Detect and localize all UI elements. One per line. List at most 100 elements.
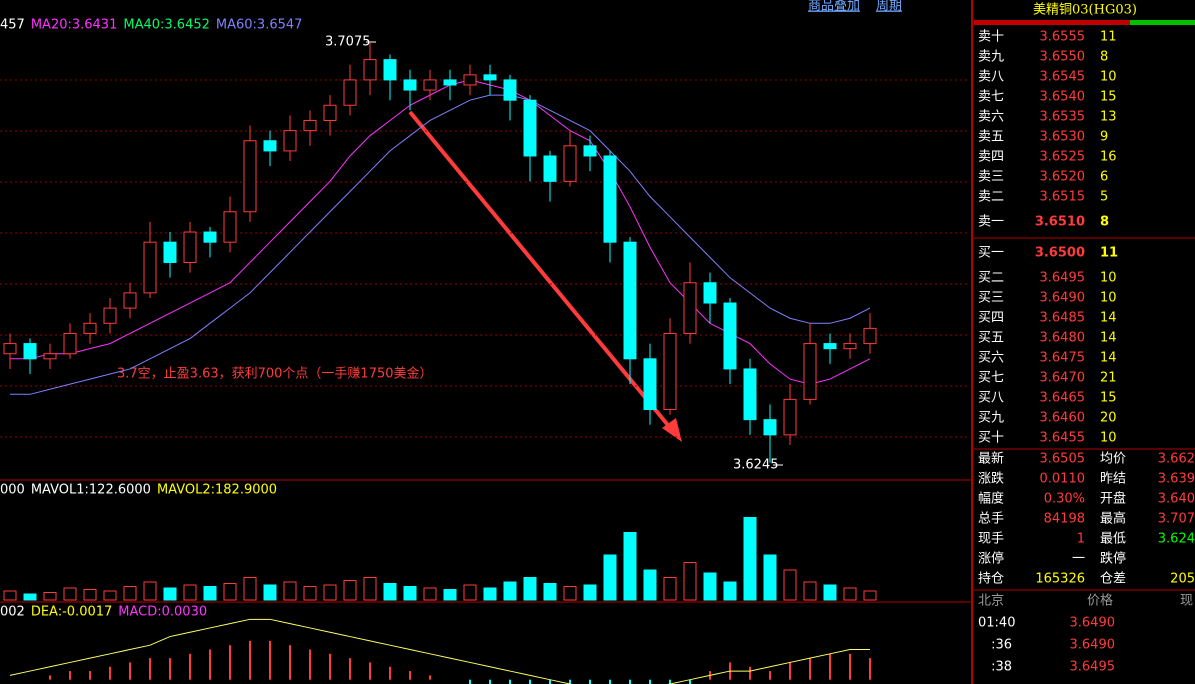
volume-bar: [123, 586, 137, 601]
volume-bar: [183, 584, 197, 601]
volume-bar: [283, 581, 297, 601]
candle-body: [23, 343, 37, 360]
volume-bar: [623, 532, 637, 601]
volume-bar: [103, 590, 117, 601]
order-qty: 8: [1100, 215, 1109, 230]
order-price: 3.6515: [1040, 190, 1086, 205]
order-price: 3.6495: [1040, 271, 1086, 286]
order-qty: 15: [1100, 391, 1117, 406]
order-price: 3.6500: [1035, 246, 1085, 261]
order-label: 买三: [978, 291, 1004, 306]
quote-bar: [974, 20, 1195, 25]
stat: 现手: [978, 532, 1004, 547]
volume-bar: [563, 586, 577, 601]
candle-body: [63, 332, 77, 355]
tick-header: 价格: [1087, 593, 1113, 609]
stat: 最新: [978, 451, 1004, 467]
order-label: 卖四: [978, 150, 1004, 165]
order-label: 买五: [978, 331, 1004, 346]
link[interactable]: 商品叠加: [808, 0, 860, 14]
indicator-label: MACD:0.0030: [118, 605, 207, 620]
link[interactable]: 周期: [876, 0, 902, 14]
stat: 均价: [1100, 452, 1126, 467]
candle-body: [503, 79, 517, 101]
tick-price: 3.6490: [1070, 638, 1116, 653]
volume-bar: [163, 587, 177, 601]
volume-bar: [243, 577, 257, 601]
stat: 0.0110: [1040, 472, 1086, 487]
order-price: 3.6530: [1040, 130, 1086, 145]
order-label: 买八: [978, 391, 1004, 406]
stat: 最低: [1100, 532, 1126, 547]
candle-body: [3, 343, 17, 355]
volume-bar: [583, 584, 597, 601]
arrow-line: [408, 110, 674, 432]
volume-bar: [503, 581, 517, 601]
stat: 持仓: [978, 572, 1004, 587]
volume-bar: [523, 577, 537, 601]
stat: 3.640: [1158, 492, 1195, 507]
order-label: 买一: [978, 246, 1004, 261]
candle-body: [643, 358, 657, 411]
indicator-label: 002: [0, 605, 25, 620]
stat: 205: [1170, 572, 1195, 587]
order-qty: 20: [1100, 411, 1117, 426]
candle-body: [683, 282, 697, 334]
candle-body: [603, 155, 617, 243]
candle-body: [803, 343, 817, 400]
order-qty: 5: [1100, 190, 1108, 205]
stat: 0.30%: [1044, 492, 1085, 507]
candle-body: [823, 343, 837, 350]
stat: 昨结: [1100, 472, 1126, 487]
tick-price: 3.6495: [1070, 660, 1116, 675]
stat: 最高: [1100, 511, 1126, 527]
candle-body: [743, 368, 757, 421]
order-qty: 8: [1100, 50, 1108, 65]
candle-body: [223, 211, 237, 243]
high-label: 3.7075: [325, 35, 371, 50]
stat: 3.6505: [1040, 452, 1086, 467]
order-label: 卖七: [978, 90, 1004, 105]
candle-body: [543, 155, 557, 182]
stat: 开盘: [1100, 491, 1126, 507]
order-price: 3.6545: [1040, 70, 1086, 85]
volume-bar: [743, 517, 757, 601]
candle-body: [663, 332, 677, 411]
stat: 3.662: [1158, 452, 1195, 467]
stat: 3.624: [1158, 532, 1195, 547]
stat: 3.707: [1158, 512, 1195, 527]
indicator-label: MA40:3.6452: [123, 18, 210, 33]
stat: 跌停: [1100, 551, 1126, 567]
tick-price: 3.6490: [1070, 616, 1116, 631]
indicator-label: DEA:-0.0017: [31, 605, 112, 620]
volume-bar: [23, 593, 37, 601]
order-price: 3.6470: [1040, 371, 1086, 386]
stat: 涨停: [978, 551, 1004, 567]
volume-bar: [603, 554, 617, 601]
order-label: 卖二: [978, 190, 1004, 205]
tick-time: :38: [991, 660, 1012, 675]
indicator-label: 000: [0, 483, 25, 498]
candle-body: [303, 119, 317, 132]
order-qty: 15: [1100, 90, 1117, 105]
order-label: 买二: [978, 271, 1004, 286]
volume-bar: [423, 587, 437, 601]
candle-body: [283, 130, 297, 152]
candle-body: [863, 327, 877, 345]
candle-body: [363, 59, 377, 81]
volume-bar: [543, 583, 557, 601]
order-qty: 16: [1100, 150, 1117, 165]
order-price: 3.6525: [1040, 150, 1086, 165]
indicator-label: MAVOL2:182.9000: [157, 483, 277, 498]
stat: 总手: [978, 512, 1004, 527]
stat: 3.639: [1158, 472, 1195, 487]
tick-time: 01:40: [978, 616, 1015, 631]
volume-bar: [143, 581, 157, 601]
candle-body: [443, 79, 457, 86]
volume-bar: [323, 584, 337, 601]
order-label: 卖五: [978, 130, 1004, 145]
candle-body: [703, 282, 717, 304]
order-qty: 6: [1100, 170, 1108, 185]
order-label: 卖六: [978, 110, 1004, 125]
order-price: 3.6485: [1040, 311, 1086, 326]
